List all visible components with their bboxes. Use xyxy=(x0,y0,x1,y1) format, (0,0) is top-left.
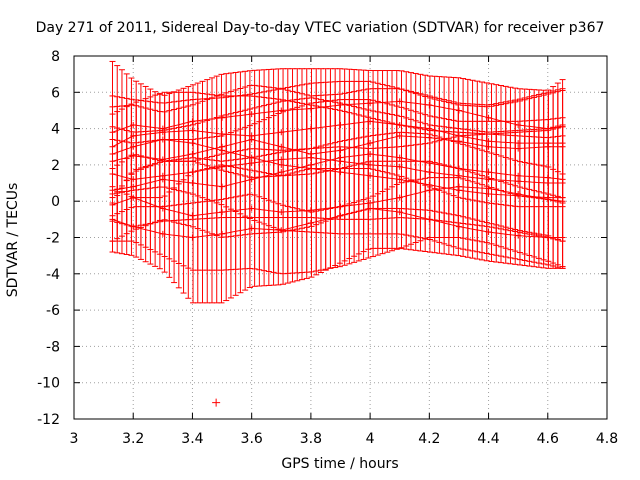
y-tick-label: 8 xyxy=(51,49,60,65)
data-point xyxy=(109,151,116,158)
data-point xyxy=(307,125,314,132)
y-tick-label: -8 xyxy=(46,339,60,355)
data-point xyxy=(544,143,551,150)
data-point xyxy=(426,134,433,141)
y-tick-label: 0 xyxy=(51,194,60,210)
y-tick-labels: -12 -10 -8 -6 -4 -2 0 2 4 6 8 xyxy=(37,49,60,428)
data-point xyxy=(337,154,344,161)
data-point xyxy=(455,187,462,194)
data-point xyxy=(455,107,462,114)
data-point xyxy=(219,230,226,237)
data-point xyxy=(307,154,314,161)
chart-title: Day 271 of 2011, Sidereal Day-to-day VTE… xyxy=(35,20,605,36)
x-tick-label: 4.8 xyxy=(596,431,618,447)
data-point xyxy=(426,187,433,194)
x-tick-label: 3.6 xyxy=(241,431,263,447)
data-point xyxy=(455,172,462,179)
data-point xyxy=(248,154,255,161)
x-tick-label: 3.8 xyxy=(300,431,322,447)
x-tick-label: 3 xyxy=(70,431,79,447)
data-point xyxy=(248,225,255,232)
y-tick-label: -6 xyxy=(46,303,60,319)
data-point xyxy=(109,216,116,223)
data-point xyxy=(337,203,344,210)
data-point xyxy=(559,194,566,201)
x-tick-label: 4.2 xyxy=(418,431,440,447)
data-point xyxy=(307,105,314,112)
data-point xyxy=(189,234,196,241)
x-tick-label: 3.2 xyxy=(122,431,144,447)
data-point xyxy=(307,165,314,172)
data-point xyxy=(455,138,462,145)
x-tick-label: 3.4 xyxy=(181,431,203,447)
x-axis-label: GPS time / hours xyxy=(281,456,399,472)
x-tick-label: 4.4 xyxy=(477,431,499,447)
data-point xyxy=(367,172,374,179)
y-tick-label: 2 xyxy=(51,158,60,174)
data-point xyxy=(307,219,314,226)
data-point xyxy=(426,160,433,167)
data-point xyxy=(544,194,551,201)
data-point xyxy=(159,136,166,143)
data-point xyxy=(337,169,344,176)
data-point xyxy=(307,207,314,214)
series-line xyxy=(112,186,563,217)
data-point xyxy=(337,147,344,154)
data-point xyxy=(426,181,433,188)
data-point xyxy=(219,147,226,154)
data-point xyxy=(485,190,492,197)
series-sat-8 xyxy=(109,91,566,269)
data-point xyxy=(396,176,403,183)
data-point xyxy=(189,180,196,187)
data-point xyxy=(455,223,462,230)
y-tick-label: 4 xyxy=(51,122,60,138)
data-point xyxy=(189,212,196,219)
axis-ticks xyxy=(73,55,608,420)
data-point xyxy=(219,209,226,216)
data-point xyxy=(337,121,344,128)
data-point xyxy=(544,174,551,181)
data-point xyxy=(544,180,551,187)
y-tick-label: 6 xyxy=(51,85,60,101)
data-point xyxy=(219,183,226,190)
data-point xyxy=(426,216,433,223)
data-series xyxy=(109,60,566,407)
y-axis-label: SDTVAR / TECUs xyxy=(5,182,21,298)
data-point xyxy=(544,234,551,241)
y-tick-label: -4 xyxy=(46,267,60,283)
data-point xyxy=(337,212,344,219)
x-tick-labels: 3 3.2 3.4 3.6 3.8 4 4.2 4.4 4.6 4.8 xyxy=(70,431,619,447)
y-tick-label: -10 xyxy=(37,376,60,392)
x-tick-label: 4 xyxy=(366,431,375,447)
data-point xyxy=(130,143,137,150)
y-tick-label: -2 xyxy=(46,231,60,247)
data-point xyxy=(426,102,433,109)
x-tick-label: 4.6 xyxy=(537,431,559,447)
data-point xyxy=(130,223,137,230)
data-point xyxy=(189,140,196,147)
data-point xyxy=(189,127,196,134)
data-point xyxy=(515,192,522,199)
data-point xyxy=(426,169,433,176)
data-point xyxy=(189,118,196,125)
data-point xyxy=(455,165,462,172)
outlier-point xyxy=(212,398,221,407)
data-point xyxy=(189,151,196,158)
y-tick-label: -12 xyxy=(37,412,60,428)
data-point xyxy=(159,230,166,237)
data-point xyxy=(278,161,285,168)
